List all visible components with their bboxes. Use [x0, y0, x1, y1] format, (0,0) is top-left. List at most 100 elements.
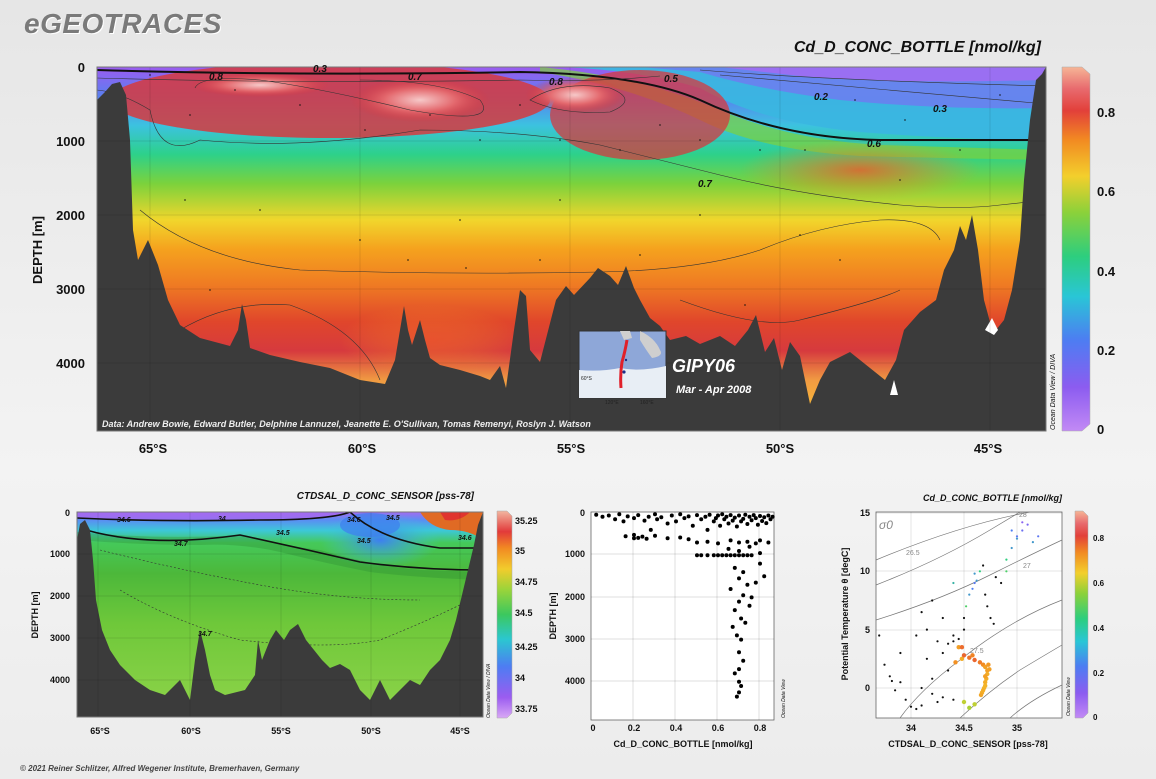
profile-point	[730, 518, 735, 523]
ts-point	[941, 651, 944, 655]
profile-point	[686, 537, 691, 542]
ts-point	[962, 628, 966, 631]
profile-point	[770, 514, 775, 519]
sal-x-tick: 60°S	[181, 726, 201, 736]
profile-point	[745, 522, 750, 526]
ts-point	[1015, 535, 1019, 538]
profile-point	[745, 582, 750, 587]
profile-y-tick: 1000	[565, 549, 585, 559]
ts-point	[957, 637, 960, 641]
profile-point	[600, 514, 605, 519]
cd-section-plot: 0.8 0.7 0.8 0.5 0.3 0.2 0.3 0.6 0.7 Cd_D…	[30, 39, 1116, 456]
profile-point	[728, 587, 733, 591]
profile-odv-label: Ocean Data View	[781, 679, 787, 718]
cd-x-tick: 45°S	[974, 441, 1003, 456]
profile-point	[753, 516, 758, 521]
ts-point	[952, 698, 955, 701]
profile-point	[732, 515, 737, 520]
profile-point	[711, 553, 716, 558]
profile-point	[739, 637, 744, 642]
profile-point	[743, 512, 748, 517]
profile-point	[762, 515, 767, 520]
profile-point	[632, 536, 636, 541]
salinity-section-title: CTDSAL_D_CONC_SENSOR [pss-78]	[297, 491, 475, 502]
ts-point	[1021, 529, 1024, 532]
profile-point	[636, 513, 641, 518]
cd-contour-label: 0.8	[549, 77, 563, 88]
ts-point	[931, 677, 934, 680]
profile-point	[747, 514, 752, 519]
cd-depth-axis-label: DEPTH [m]	[30, 216, 45, 284]
sal-colorbar-tick: 34.75	[515, 577, 538, 587]
ts-point	[1037, 535, 1040, 538]
profile-point	[743, 620, 748, 625]
ts-point	[970, 653, 975, 658]
profile-point	[724, 514, 729, 519]
sal-contour-label: 34.7	[174, 541, 189, 548]
cd-colorbar: 0.8 0.6 0.4 0.2 0	[1061, 66, 1116, 437]
profile-point	[732, 608, 737, 613]
cd-contour-label: 0.8	[209, 72, 223, 83]
salinity-colorbar: 35.25 35 34.75 34.5 34.25 34 33.75	[496, 510, 538, 719]
ts-point	[931, 599, 934, 602]
profile-point	[613, 517, 618, 522]
ts-point	[909, 705, 913, 708]
ts-point	[941, 696, 944, 699]
profile-point	[716, 553, 720, 558]
ts-point	[947, 669, 950, 672]
profile-point	[737, 540, 741, 545]
profile-point	[655, 517, 660, 522]
copyright-footer: © 2021 Reiner Schlitzer, Alfred Wegener …	[20, 764, 300, 773]
profile-point	[737, 690, 741, 695]
profile-point	[703, 514, 708, 519]
profile-point	[695, 513, 699, 518]
ts-colorbar-tick: 0	[1093, 713, 1098, 722]
ts-point	[878, 634, 881, 637]
ts-x-axis-label: CTDSAL_D_CONC_SENSOR [pss-78]	[888, 739, 1048, 749]
sigma-label: σ0	[879, 518, 893, 532]
profile-points	[594, 512, 775, 699]
ts-point	[973, 572, 976, 575]
ts-point	[961, 653, 967, 658]
sal-colorbar-tick: 34	[515, 673, 525, 683]
ts-point	[986, 662, 991, 667]
profile-point	[716, 541, 720, 546]
profile-point	[734, 694, 739, 699]
cd-contour-label: 0.6	[867, 139, 881, 150]
sal-colorbar-tick: 35	[515, 546, 525, 556]
cd-section-title: Cd_D_CONC_BOTTLE [nmol/kg]	[794, 39, 1042, 56]
ts-diagram-plot: σ0 26.5 27 27.5 28 Cd_D_CONC_BOTTLE [nmo…	[840, 493, 1105, 749]
profile-x-tick: 0.4	[670, 723, 683, 733]
ts-colorbar-tick: 0.6	[1093, 579, 1105, 588]
profile-point	[758, 538, 762, 543]
ts-y-tick: 15	[860, 508, 870, 518]
ts-point	[888, 675, 891, 678]
profile-y-axis-label: DEPTH [m]	[548, 592, 558, 639]
ts-point	[965, 605, 968, 608]
sal-y-tick: 1000	[50, 549, 70, 559]
profile-x-tick: 0.8	[754, 723, 767, 733]
ts-point	[947, 642, 950, 645]
profile-point	[718, 523, 723, 528]
ts-point	[952, 634, 955, 637]
ts-colorbar: 0.8 0.6 0.4 0.2 0	[1074, 510, 1105, 722]
cd-x-tick: 60°S	[348, 441, 377, 456]
cd-contour-label: 0.7	[698, 179, 712, 190]
ts-point	[956, 645, 961, 650]
profile-y-tick: 0	[580, 508, 585, 518]
sal-contour-label: 34.6	[347, 517, 361, 524]
sal-contour-label: 34.7	[198, 631, 213, 638]
sal-x-tick: 50°S	[361, 726, 381, 736]
profile-point	[644, 536, 649, 541]
sal-x-tick: 65°S	[90, 726, 110, 736]
profile-point	[732, 553, 737, 558]
ts-x-tick: 35	[1012, 723, 1022, 733]
profile-point	[625, 514, 630, 519]
profile-point	[741, 553, 746, 558]
profile-point	[737, 599, 741, 604]
cd-station-markers	[149, 74, 1001, 306]
ts-point	[931, 692, 934, 695]
ts-point	[986, 605, 989, 608]
sal-contour-label: 34.6	[458, 535, 472, 542]
isoline-label: 28	[1019, 512, 1027, 519]
